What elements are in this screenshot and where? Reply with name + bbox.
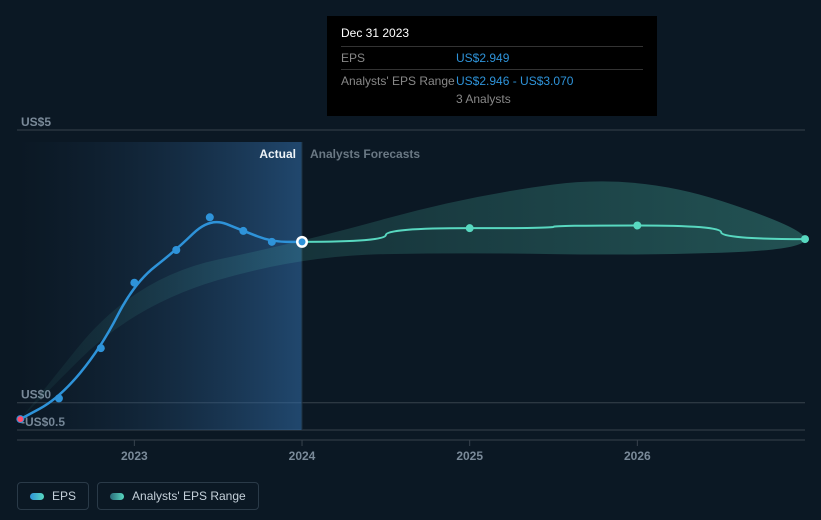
svg-text:Analysts Forecasts: Analysts Forecasts bbox=[310, 147, 420, 161]
tooltip-row-label: EPS bbox=[341, 51, 456, 65]
svg-text:2024: 2024 bbox=[289, 449, 316, 463]
legend-item-eps[interactable]: EPS bbox=[17, 482, 89, 510]
tooltip-subtext: 3 Analysts bbox=[456, 92, 643, 106]
tooltip-row-value: US$2.946 - US$3.070 bbox=[456, 74, 573, 88]
legend-label: Analysts' EPS Range bbox=[132, 489, 246, 503]
svg-text:2026: 2026 bbox=[624, 449, 651, 463]
legend-item-range[interactable]: Analysts' EPS Range bbox=[97, 482, 259, 510]
chart-legend: EPS Analysts' EPS Range bbox=[17, 482, 259, 510]
tooltip-date: Dec 31 2023 bbox=[341, 26, 643, 40]
legend-swatch-icon bbox=[30, 493, 44, 500]
eps-chart: US$5US$0-US$0.5ActualAnalysts Forecasts2… bbox=[0, 0, 821, 520]
tooltip-row-value: US$2.949 bbox=[456, 51, 509, 65]
svg-text:US$5: US$5 bbox=[21, 115, 51, 129]
tooltip-row-label: Analysts' EPS Range bbox=[341, 74, 456, 88]
chart-tooltip: Dec 31 2023 EPS US$2.949 Analysts' EPS R… bbox=[327, 16, 657, 116]
svg-text:2023: 2023 bbox=[121, 449, 148, 463]
svg-text:Actual: Actual bbox=[259, 147, 296, 161]
legend-swatch-icon bbox=[110, 493, 124, 500]
svg-text:2025: 2025 bbox=[456, 449, 483, 463]
legend-label: EPS bbox=[52, 489, 76, 503]
